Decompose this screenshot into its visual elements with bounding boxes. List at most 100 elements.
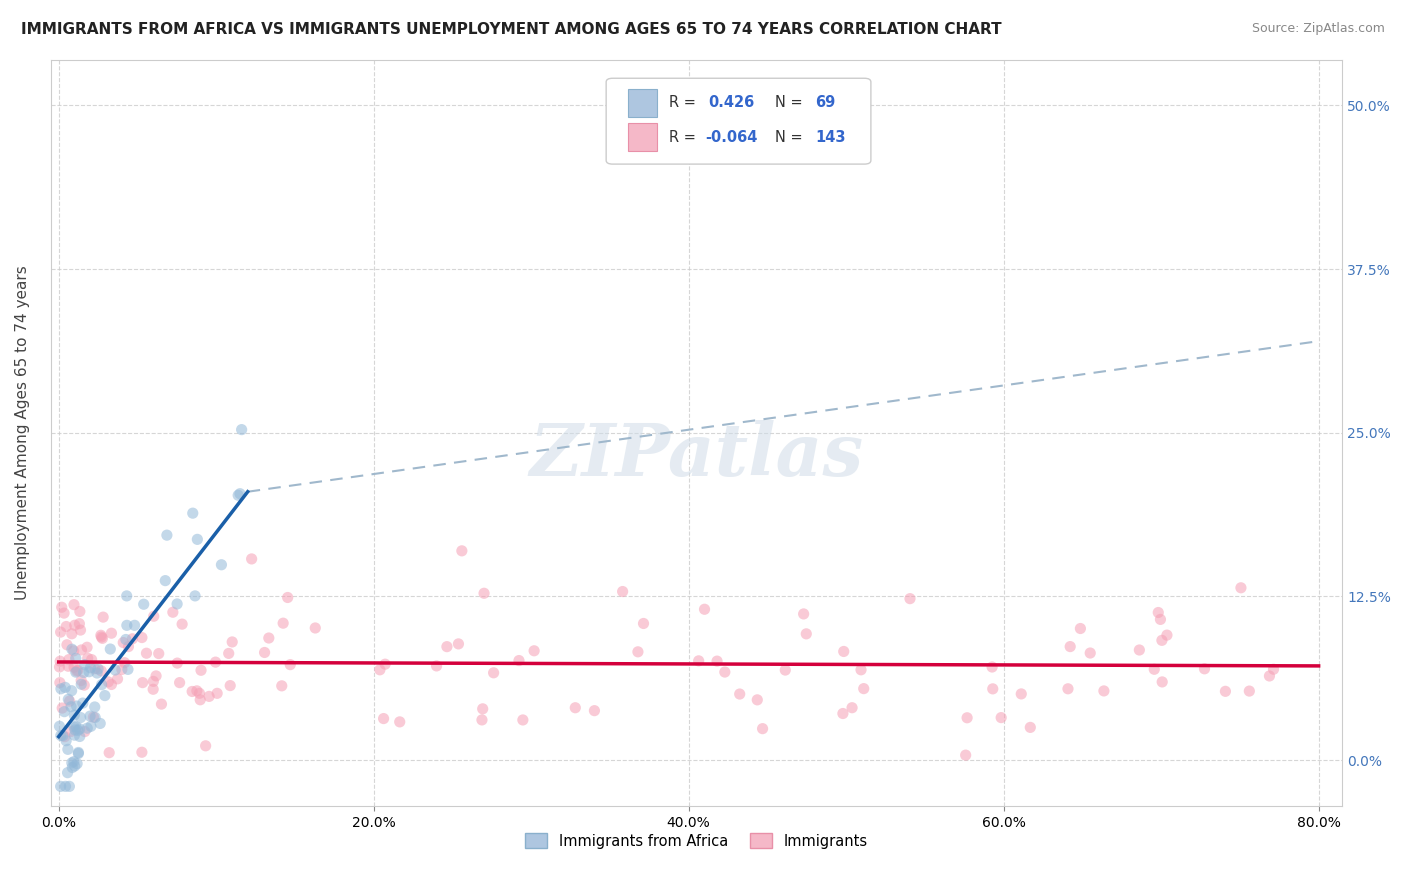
Point (86, 666, 108, 681)
Point (124, 618, 146, 632)
Point (209, 558, 232, 572)
Point (747, 693, 769, 707)
Point (98, 746, 121, 760)
Point (63, 759, 86, 773)
Point (90, 678, 112, 692)
Point (131, 631, 153, 645)
Point (83, 700, 105, 714)
Point (188, 686, 211, 700)
Point (612, 584, 634, 599)
Point (80, 652, 103, 666)
Point (166, 656, 188, 670)
Point (450, 544, 472, 558)
Point (775, 663, 797, 677)
Point (131, 745, 153, 759)
Point (472, 586, 495, 600)
Point (80, 719, 103, 733)
Point (69, 623, 91, 637)
Point (1147, 606, 1170, 620)
Point (79, 661, 101, 675)
Point (97, 674, 120, 689)
Point (1069, 622, 1091, 636)
Point (73, 657, 96, 672)
Point (205, 686, 228, 700)
Point (194, 739, 217, 753)
Point (63, 728, 86, 742)
Point (1215, 684, 1237, 698)
Point (436, 640, 458, 654)
Point (67, 747, 90, 761)
Point (981, 681, 1004, 696)
Point (63, 660, 86, 674)
Point (426, 659, 449, 673)
Point (849, 663, 872, 677)
Point (218, 647, 240, 661)
Point (471, 713, 494, 727)
Text: R =: R = (669, 129, 696, 145)
Point (156, 528, 179, 542)
Point (100, 626, 122, 640)
Point (226, 488, 249, 502)
Point (115, 618, 138, 632)
Point (564, 700, 586, 714)
Point (56, 765, 79, 780)
Point (53, 705, 76, 719)
Point (59, 694, 82, 708)
Point (166, 597, 188, 611)
Point (794, 627, 817, 641)
Point (186, 683, 208, 698)
Point (832, 706, 855, 721)
Point (231, 423, 253, 437)
Point (66, 723, 89, 738)
Point (56, 742, 79, 756)
Point (55, 619, 77, 633)
Point (79, 709, 101, 723)
Point (148, 647, 170, 661)
Point (65, 699, 87, 714)
Text: N =: N = (775, 95, 803, 111)
Point (751, 722, 773, 736)
Point (145, 669, 167, 683)
Point (198, 690, 221, 704)
Point (633, 616, 655, 631)
Point (77, 665, 100, 679)
Point (728, 687, 751, 701)
Point (63, 723, 86, 737)
Point (852, 681, 875, 696)
Point (67, 616, 90, 631)
Point (221, 635, 243, 649)
Point (73, 665, 96, 680)
Point (63, 708, 86, 723)
Point (714, 665, 737, 679)
Point (66, 664, 89, 678)
Text: R =: R = (669, 95, 696, 111)
Point (83, 662, 105, 676)
Point (1092, 684, 1115, 698)
Point (832, 644, 855, 658)
Text: 69: 69 (815, 95, 835, 111)
Point (58, 692, 80, 706)
Point (60, 699, 83, 714)
Point (76, 721, 98, 735)
Point (841, 700, 863, 714)
Point (169, 675, 191, 690)
Point (63, 618, 86, 632)
Point (76, 640, 98, 655)
Point (155, 574, 177, 588)
Point (121, 632, 143, 646)
Point (65, 651, 87, 665)
Point (89, 716, 111, 731)
Point (82, 710, 104, 724)
Point (112, 635, 135, 649)
Point (114, 656, 136, 670)
Point (73, 678, 96, 692)
Point (1057, 681, 1080, 696)
Point (219, 679, 242, 693)
Point (91, 632, 114, 646)
Text: ZIPatlas: ZIPatlas (530, 420, 863, 491)
Point (188, 693, 211, 707)
Point (70, 673, 93, 688)
Point (150, 697, 173, 711)
Point (190, 663, 212, 677)
Point (58, 652, 80, 666)
